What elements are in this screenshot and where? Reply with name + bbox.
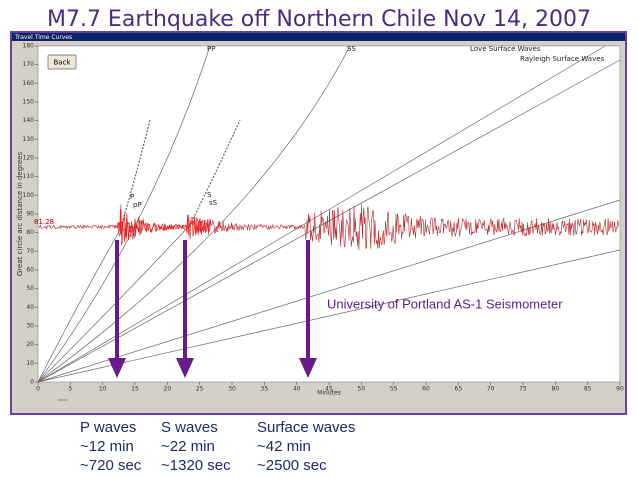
- x-tick-label: 90: [616, 386, 624, 393]
- curve-label: P: [130, 193, 134, 201]
- caption: ~22 min: [161, 438, 215, 455]
- y-tick-label: 60: [26, 267, 34, 274]
- arrow-head: [108, 358, 126, 378]
- plot-area: [37, 45, 621, 383]
- y-tick-label: 110: [23, 173, 35, 180]
- arrow-head: [176, 358, 194, 378]
- caption: Surface waves: [257, 419, 355, 436]
- seismogram-trace: [111, 209, 211, 243]
- x-tick-label: 65: [455, 386, 463, 393]
- caption: ~2500 sec: [257, 457, 327, 474]
- y-tick-label: 70: [26, 248, 34, 255]
- x-tick-label: 20: [164, 386, 172, 393]
- station-distance: 81.28: [34, 218, 54, 226]
- y-tick-label: 50: [26, 285, 34, 292]
- arrow-head: [299, 358, 317, 378]
- x-tick-label: 15: [131, 386, 139, 393]
- curve-label: PP: [207, 45, 215, 53]
- caption: ~12 min: [80, 438, 134, 455]
- curve-label: S: [207, 191, 212, 199]
- y-tick-label: 130: [23, 136, 35, 143]
- y-tick-label: 170: [23, 61, 35, 68]
- back-button[interactable]: [47, 54, 77, 70]
- caption: S waves: [161, 419, 218, 436]
- y-tick-label: 0: [30, 379, 34, 386]
- caption: P waves: [80, 419, 136, 436]
- travel-time-curves: [37, 45, 621, 383]
- slide-title: M7.7 Earthquake off Northern Chile Nov 1…: [47, 7, 591, 32]
- caption: ~42 min: [257, 438, 311, 455]
- y-tick-label: 120: [23, 155, 35, 162]
- y-tick-label: 100: [23, 192, 35, 199]
- x-tick-label: 25: [196, 386, 204, 393]
- window-titlebar: [12, 33, 625, 41]
- arrows: [108, 240, 317, 378]
- seismogram: [38, 204, 619, 251]
- x-tick-label: 45: [325, 386, 333, 393]
- caption: ~720 sec: [80, 457, 142, 474]
- curve-label: sS: [209, 199, 218, 207]
- x-tick-label: 0: [36, 386, 40, 393]
- back-button-label[interactable]: Back: [54, 59, 72, 67]
- y-tick-label: 90: [26, 211, 34, 218]
- y-tick-label: 150: [23, 99, 35, 106]
- y-tick-label: 10: [26, 360, 34, 367]
- x-tick-label: 30: [228, 386, 236, 393]
- y-axis-label: Great circle arc distance in degrees: [16, 151, 24, 276]
- x-tick-label: 80: [552, 386, 560, 393]
- x-tick-label: 40: [293, 386, 301, 393]
- seismogram-trace: [38, 204, 619, 251]
- x-tick-label: 55: [390, 386, 398, 393]
- curve-label: SS: [347, 45, 356, 53]
- x-axis-label: Minutes: [317, 390, 341, 397]
- curve-label: pP: [133, 201, 142, 209]
- y-tick-label: 30: [26, 323, 34, 330]
- y-tick-label: 80: [26, 229, 34, 236]
- y-tick-label: 140: [23, 117, 35, 124]
- x-tick-label: 85: [584, 386, 592, 393]
- x-tick-label: 35: [261, 386, 269, 393]
- x-tick-label: 50: [358, 386, 366, 393]
- x-tick-label: 60: [422, 386, 430, 393]
- window-title: Travel Time Curves: [14, 34, 72, 41]
- source-label: University of Portland AS-1 Seismometer: [327, 296, 563, 311]
- y-tick-label: 40: [26, 304, 34, 311]
- x-tick-label: 5: [68, 386, 72, 393]
- y-tick-label: 180: [23, 43, 35, 50]
- caption: ~1320 sec: [161, 457, 231, 474]
- curve-label: Rayleigh Surface Waves: [520, 55, 605, 63]
- x-tick-label: 75: [519, 386, 527, 393]
- y-tick-label: 160: [23, 80, 35, 87]
- curve-label: Love Surface Waves: [470, 45, 541, 53]
- x-tick-label: 70: [487, 386, 495, 393]
- y-tick-label: 20: [26, 341, 34, 348]
- x-tick-label: 10: [99, 386, 107, 393]
